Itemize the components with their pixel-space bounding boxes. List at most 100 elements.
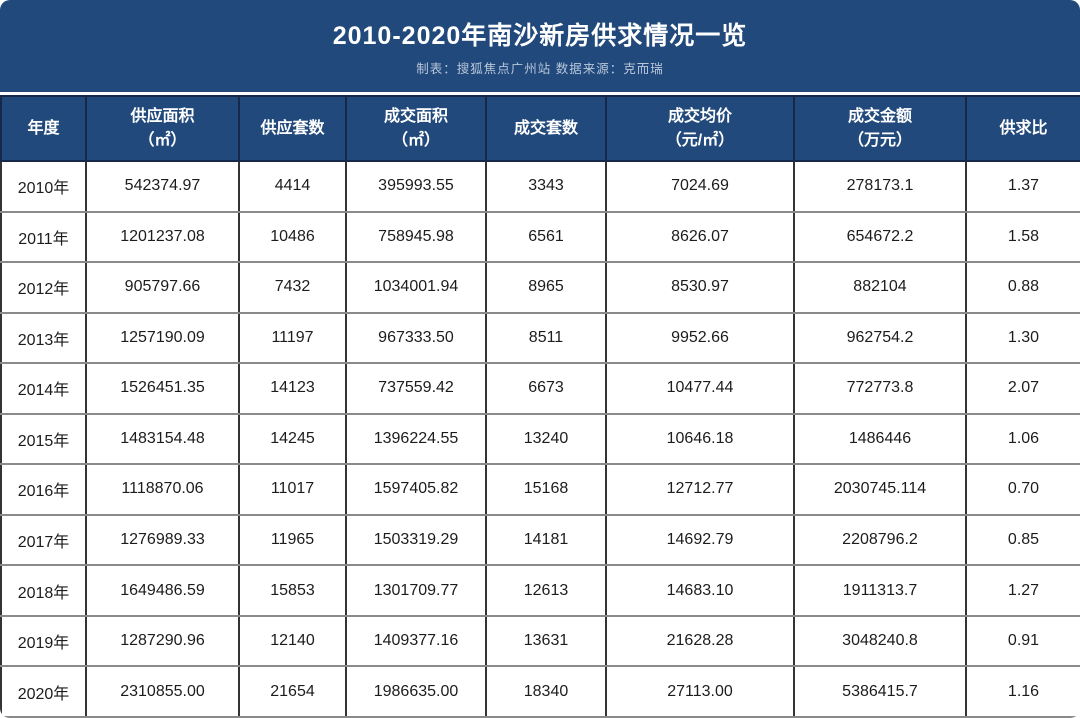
value-cell: 1257190.09 xyxy=(85,311,240,365)
value-cell: 1.06 xyxy=(965,412,1080,466)
value-cell: 395993.55 xyxy=(345,160,487,213)
value-cell: 1597405.82 xyxy=(345,463,487,516)
column-header-supply-area: 供应面积 （㎡） xyxy=(85,95,240,162)
value-cell: 6673 xyxy=(485,362,607,415)
page-title: 2010-2020年南沙新房供求情况一览 xyxy=(332,21,748,50)
value-cell: 0.88 xyxy=(965,261,1080,314)
value-cell: 967333.50 xyxy=(345,311,487,365)
column-header-sold-area: 成交面积 （㎡） xyxy=(345,95,487,162)
value-cell: 1503319.29 xyxy=(345,513,487,567)
value-cell: 1034001.94 xyxy=(345,261,487,314)
value-cell: 8626.07 xyxy=(605,210,795,264)
value-cell: 13240 xyxy=(485,412,607,466)
year-cell: 2014年 xyxy=(0,362,87,415)
value-cell: 0.85 xyxy=(965,513,1080,567)
table-row: 2018年 1649486.59 15853 1301709.77 12613 14683… xyxy=(0,564,1080,617)
value-cell: 13631 xyxy=(485,614,607,668)
value-cell: 14181 xyxy=(485,513,607,567)
table-row: 2015年 1483154.48 14245 1396224.55 13240 10646… xyxy=(0,412,1080,466)
table-row: 2010年 542374.97 4414 395993.55 3343 7024.69 27… xyxy=(0,160,1080,213)
value-cell: 1409377.16 xyxy=(345,614,487,668)
supply-demand-table: 年度 供应面积 （㎡） 供应套数 成交面积 （㎡） 成交套数 成交均价 （元/㎡… xyxy=(0,95,1080,718)
value-cell: 14692.79 xyxy=(605,513,795,567)
value-cell: 2.07 xyxy=(965,362,1080,415)
value-cell: 1.16 xyxy=(965,665,1080,718)
year-cell: 2019年 xyxy=(0,614,87,668)
value-cell: 15168 xyxy=(485,463,607,516)
value-cell: 1.27 xyxy=(965,564,1080,617)
year-cell: 2015年 xyxy=(0,412,87,466)
value-cell: 1.58 xyxy=(965,210,1080,264)
value-cell: 7432 xyxy=(238,261,347,314)
value-cell: 1301709.77 xyxy=(345,564,487,617)
table-row: 2017年 1276989.33 11965 1503319.29 14181 14692… xyxy=(0,513,1080,567)
value-cell: 1396224.55 xyxy=(345,412,487,466)
value-cell: 10477.44 xyxy=(605,362,795,415)
value-cell: 1118870.06 xyxy=(85,463,240,516)
value-cell: 1649486.59 xyxy=(85,564,240,617)
value-cell: 12140 xyxy=(238,614,347,668)
value-cell: 1986635.00 xyxy=(345,665,487,718)
value-cell: 1201237.08 xyxy=(85,210,240,264)
table-row: 2012年 905797.66 7432 1034001.94 8965 8530.97 8… xyxy=(0,261,1080,314)
column-header-year: 年度 xyxy=(0,95,87,162)
value-cell: 8530.97 xyxy=(605,261,795,314)
value-cell: 5386415.7 xyxy=(793,665,967,718)
table-row: 2013年 1257190.09 11197 967333.50 8511 9952.66… xyxy=(0,311,1080,365)
value-cell: 8511 xyxy=(485,311,607,365)
value-cell: 12613 xyxy=(485,564,607,617)
value-cell: 15853 xyxy=(238,564,347,617)
table-row: 2011年 1201237.08 10486 758945.98 6561 8626.07… xyxy=(0,210,1080,264)
value-cell: 1911313.7 xyxy=(793,564,967,617)
value-cell: 0.70 xyxy=(965,463,1080,516)
value-cell: 0.91 xyxy=(965,614,1080,668)
column-header-sales-amount: 成交金额 （万元） xyxy=(793,95,967,162)
year-cell: 2010年 xyxy=(0,160,87,213)
value-cell: 905797.66 xyxy=(85,261,240,314)
value-cell: 2208796.2 xyxy=(793,513,967,567)
table-row: 2014年 1526451.35 14123 737559.42 6673 10477.4… xyxy=(0,362,1080,415)
value-cell: 2030745.114 xyxy=(793,463,967,516)
year-cell: 2013年 xyxy=(0,311,87,365)
value-cell: 1526451.35 xyxy=(85,362,240,415)
value-cell: 27113.00 xyxy=(605,665,795,718)
value-cell: 3343 xyxy=(485,160,607,213)
value-cell: 278173.1 xyxy=(793,160,967,213)
table-body: 2010年 542374.97 4414 395993.55 3343 7024.69 27… xyxy=(0,160,1080,718)
value-cell: 11965 xyxy=(238,513,347,567)
value-cell: 7024.69 xyxy=(605,160,795,213)
value-cell: 1486446 xyxy=(793,412,967,466)
value-cell: 21654 xyxy=(238,665,347,718)
value-cell: 8965 xyxy=(485,261,607,314)
table-header-row: 年度 供应面积 （㎡） 供应套数 成交面积 （㎡） 成交套数 成交均价 （元/㎡… xyxy=(0,95,1080,162)
value-cell: 962754.2 xyxy=(793,311,967,365)
value-cell: 1287290.96 xyxy=(85,614,240,668)
value-cell: 654672.2 xyxy=(793,210,967,264)
year-cell: 2020年 xyxy=(0,665,87,718)
column-header-supply-units: 供应套数 xyxy=(238,95,347,162)
source-credit: 制表：搜狐焦点广州站 数据来源：克而瑞 xyxy=(416,61,664,76)
value-cell: 18340 xyxy=(485,665,607,718)
value-cell: 772773.8 xyxy=(793,362,967,415)
table-row: 2020年 2310855.00 21654 1986635.00 18340 27113… xyxy=(0,665,1080,718)
value-cell: 9952.66 xyxy=(605,311,795,365)
year-cell: 2017年 xyxy=(0,513,87,567)
value-cell: 758945.98 xyxy=(345,210,487,264)
value-cell: 11197 xyxy=(238,311,347,365)
value-cell: 1.30 xyxy=(965,311,1080,365)
year-cell: 2012年 xyxy=(0,261,87,314)
value-cell: 1276989.33 xyxy=(85,513,240,567)
title-banner: 2010-2020年南沙新房供求情况一览 制表：搜狐焦点广州站 数据来源：克而瑞 xyxy=(0,0,1080,92)
table-row: 2016年 1118870.06 11017 1597405.82 15168 12712… xyxy=(0,463,1080,516)
value-cell: 4414 xyxy=(238,160,347,213)
value-cell: 2310855.00 xyxy=(85,665,240,718)
value-cell: 12712.77 xyxy=(605,463,795,516)
value-cell: 1.37 xyxy=(965,160,1080,213)
year-cell: 2016年 xyxy=(0,463,87,516)
value-cell: 11017 xyxy=(238,463,347,516)
year-cell: 2018年 xyxy=(0,564,87,617)
value-cell: 21628.28 xyxy=(605,614,795,668)
value-cell: 6561 xyxy=(485,210,607,264)
value-cell: 882104 xyxy=(793,261,967,314)
